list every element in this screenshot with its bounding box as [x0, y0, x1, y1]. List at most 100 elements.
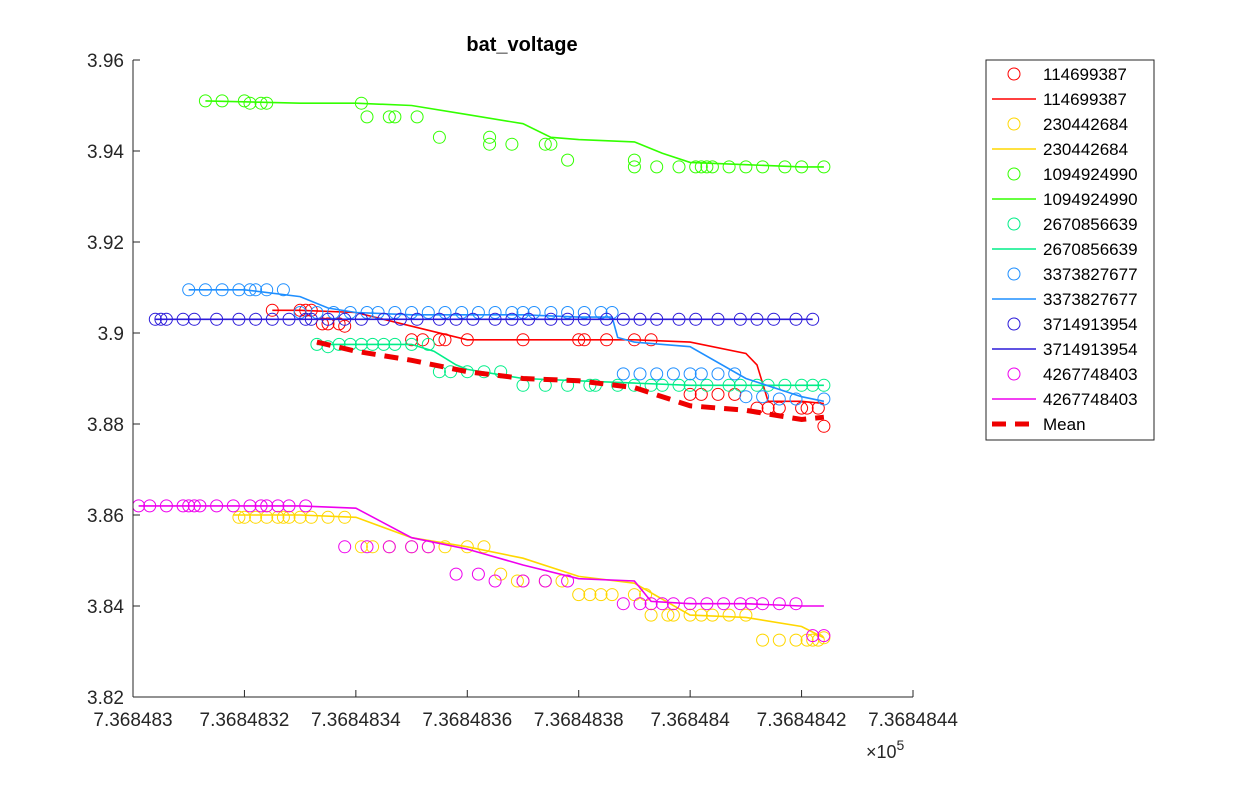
data-point-230442684: [438, 540, 452, 554]
data-point-2670856639: [761, 378, 775, 392]
series-1094924990: [198, 94, 831, 174]
legend-entry: 3373827677: [992, 290, 1138, 309]
data-point-1094924990: [388, 110, 402, 124]
y-axis: 3.82 3.84 3.86 3.88 3.9 3.92 3.94 3.96: [87, 51, 140, 709]
data-point-1094924990: [627, 153, 641, 167]
data-point-3714913954: [321, 312, 335, 326]
data-point-2670856639: [388, 337, 402, 351]
data-point-1094924990: [360, 110, 374, 124]
data-point-2670856639: [700, 378, 714, 392]
data-point-3373827677: [817, 392, 831, 406]
data-point-1094924990: [260, 96, 274, 110]
data-point-4267748403: [243, 499, 257, 513]
data-point-230442684: [304, 510, 318, 524]
data-point-3714913954: [232, 312, 246, 326]
data-point-3714913954: [449, 312, 463, 326]
data-point-4267748403: [561, 574, 575, 588]
y-tick-label: 3.82: [87, 688, 124, 709]
data-point-2670856639: [795, 378, 809, 392]
legend-label: 3714913954: [1043, 315, 1138, 334]
data-point-230442684: [260, 510, 274, 524]
data-point-4267748403: [282, 499, 296, 513]
data-point-4267748403: [756, 597, 770, 611]
legend-entry: 114699387: [992, 90, 1127, 109]
data-point-4267748403: [299, 499, 313, 513]
data-point-3714913954: [377, 312, 391, 326]
data-point-3373827677: [650, 367, 664, 381]
data-point-3714913954: [187, 312, 201, 326]
legend-entry: 230442684: [992, 140, 1128, 159]
data-point-3714913954: [410, 312, 424, 326]
data-point-1094924990: [198, 94, 212, 108]
data-point-3714913954: [577, 312, 591, 326]
data-point-1094924990: [700, 160, 714, 174]
data-point-230442684: [460, 540, 474, 554]
data-point-1094924990: [817, 160, 831, 174]
data-point-3373827677: [276, 283, 290, 297]
data-point-3714913954: [616, 312, 630, 326]
data-point-230442684: [705, 608, 719, 622]
data-point-4267748403: [683, 597, 697, 611]
legend-entry: 2670856639: [1007, 215, 1138, 234]
data-point-1094924990: [778, 160, 792, 174]
data-point-1094924990: [672, 160, 686, 174]
data-point-230442684: [661, 608, 675, 622]
data-point-230442684: [694, 608, 708, 622]
data-point-3714913954: [767, 312, 781, 326]
data-point-2670856639: [627, 378, 641, 392]
data-point-3714913954: [265, 312, 279, 326]
data-point-114699387: [644, 333, 658, 347]
data-point-114699387: [321, 317, 335, 331]
data-point-1094924990: [410, 110, 424, 124]
data-point-3714913954: [354, 312, 368, 326]
legend-entry: 114699387: [1007, 65, 1127, 84]
legend-entry: 4267748403: [1007, 365, 1138, 384]
data-point-3373827677: [260, 283, 274, 297]
series-3373827677: [182, 283, 831, 406]
data-point-4267748403: [817, 629, 831, 643]
data-point-3714913954: [600, 312, 614, 326]
data-point-3714913954: [393, 312, 407, 326]
data-point-3714913954: [650, 312, 664, 326]
x-tick-label: 7.3684842: [757, 710, 847, 731]
data-point-2670856639: [366, 337, 380, 351]
data-point-4267748403: [616, 597, 630, 611]
data-point-3714913954: [522, 312, 536, 326]
data-point-1094924990: [795, 160, 809, 174]
series-line-230442684: [233, 514, 825, 639]
x-tick-label: 7.3684832: [200, 710, 290, 731]
legend-entry: Mean: [992, 415, 1086, 434]
data-point-4267748403: [449, 567, 463, 581]
data-point-4267748403: [176, 499, 190, 513]
data-point-114699387: [338, 319, 352, 333]
data-point-230442684: [644, 608, 658, 622]
legend-marker-icon: [1007, 217, 1021, 231]
data-point-114699387: [577, 333, 591, 347]
data-point-3373827677: [789, 392, 803, 406]
data-point-2670856639: [683, 378, 697, 392]
legend-label: 2670856639: [1043, 240, 1138, 259]
data-point-230442684: [282, 510, 296, 524]
data-point-1094924990: [544, 137, 558, 151]
data-point-230442684: [583, 588, 597, 602]
data-point-1094924990: [243, 96, 257, 110]
legend-marker-icon: [1007, 67, 1021, 81]
data-point-114699387: [761, 401, 775, 415]
y-tick-label: 3.96: [87, 51, 124, 72]
data-point-230442684: [683, 608, 697, 622]
plot-content: [133, 94, 831, 647]
data-point-4267748403: [772, 597, 786, 611]
data-point-3373827677: [182, 283, 196, 297]
data-point-230442684: [321, 510, 335, 524]
data-point-114699387: [516, 333, 530, 347]
data-point-230442684: [338, 510, 352, 524]
data-point-1094924990: [432, 130, 446, 144]
y-tick-label: 3.88: [87, 415, 124, 436]
data-point-3714913954: [210, 312, 224, 326]
data-point-3373827677: [666, 367, 680, 381]
mean-line: [316, 339, 825, 423]
legend-entry: 3714913954: [1007, 315, 1138, 334]
data-point-114699387: [600, 333, 614, 347]
data-point-3714913954: [488, 312, 502, 326]
